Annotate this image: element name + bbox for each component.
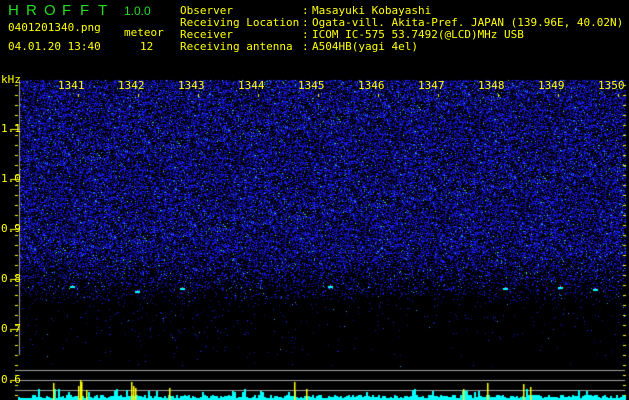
title-letter: O	[44, 2, 56, 19]
x-tick-label: 1342	[118, 79, 145, 92]
y-tick-label: 0.8	[1, 272, 21, 285]
x-tick-label: 1347	[418, 79, 445, 92]
info-sep: :	[302, 4, 309, 17]
y-tick-label: 0.7	[1, 322, 21, 335]
info-label: Receiver	[180, 28, 233, 41]
version: 1.0.0	[124, 4, 151, 18]
x-tick-label: 1346	[358, 79, 385, 92]
title-letter: R	[26, 2, 37, 19]
x-tick-label: 1350	[598, 79, 625, 92]
filename: 0401201340.png	[8, 21, 101, 34]
info-label: Receiving antenna	[180, 40, 293, 53]
y-tick-label: 1.0	[1, 172, 21, 185]
title-letter: F	[62, 2, 72, 19]
y-tick-label: 0.6	[1, 373, 21, 386]
info-sep: :	[302, 28, 309, 41]
x-tick-label: 1349	[538, 79, 565, 92]
title-letter: H	[8, 2, 19, 19]
datetime: 04.01.20 13:40	[8, 40, 101, 53]
x-tick-label: 1343	[178, 79, 205, 92]
y-unit: kHz	[1, 73, 21, 86]
y-tick-label: 1.1	[1, 122, 21, 135]
info-sep: :	[302, 40, 309, 53]
title-letter: F	[80, 2, 90, 19]
x-tick-label: 1345	[298, 79, 325, 92]
x-tick-label: 1341	[58, 79, 85, 92]
info-sep: :	[302, 16, 309, 29]
x-tick-label: 1348	[478, 79, 505, 92]
info-value: Ogata-vill. Akita-Pref. JAPAN (139.96E, …	[312, 16, 624, 29]
meteor-count: 12	[140, 40, 154, 53]
info-value: ICOM IC-575 53.7492(@LCD)MHz USB	[312, 28, 524, 41]
x-tick-label: 1344	[238, 79, 265, 92]
title-letter: T	[98, 2, 108, 19]
info-value: Masayuki Kobayashi	[312, 4, 432, 17]
info-label: Observer	[180, 4, 233, 17]
info-value: A504HB(yagi 4el)	[312, 40, 418, 53]
meteor-label: meteor	[124, 26, 164, 39]
y-tick-label: 0.9	[1, 222, 21, 235]
info-label: Receiving Location	[180, 16, 300, 29]
